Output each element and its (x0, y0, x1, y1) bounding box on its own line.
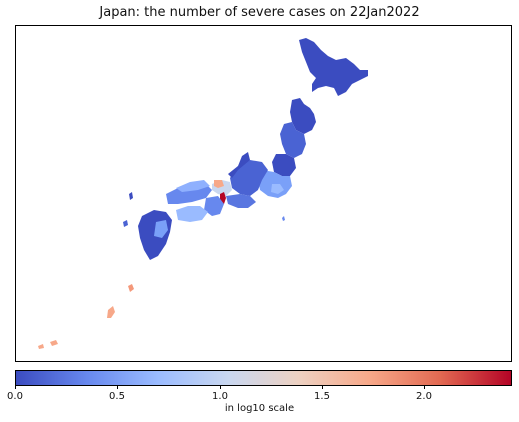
colorbar-tick (424, 386, 425, 389)
map-frame (15, 25, 512, 362)
region-shikoku (176, 206, 208, 222)
region-hokkaido (299, 38, 368, 96)
region-kyoto (214, 180, 224, 188)
colorbar-tick (322, 386, 323, 389)
colorbar-tick (220, 386, 221, 389)
colorbar (15, 370, 512, 386)
region-kii (204, 196, 224, 216)
region-izu (282, 216, 285, 221)
colorbar-tick (117, 386, 118, 389)
region-amami (128, 284, 134, 292)
region-tohoku-middle (280, 122, 306, 158)
colorbar-ticklabel: 0.5 (109, 391, 125, 402)
region-tokai (226, 194, 256, 208)
region-chubu (230, 160, 268, 196)
region-tohoku-north (290, 98, 316, 134)
region-goto (123, 220, 128, 227)
colorbar-ticks: 0.0 0.5 1.0 1.5 2.0 (7, 386, 512, 406)
region-sakishima (50, 340, 58, 346)
map-title: Japan: the number of severe cases on 22J… (99, 5, 420, 20)
colorbar-tick (15, 386, 16, 389)
region-hokuriku (228, 152, 250, 178)
region-chugoku-north (176, 180, 210, 192)
map-svg (38, 38, 368, 349)
region-tsushima (129, 192, 133, 200)
region-yaeyama (38, 344, 44, 349)
colorbar-ticklabel: 1.5 (314, 391, 330, 402)
colorbar-ticklabel: 2.0 (416, 391, 432, 402)
colorbar-label: in log10 scale (224, 403, 295, 414)
region-kyushu-east (154, 220, 168, 238)
region-okinawa (107, 306, 115, 318)
colorbar-ticklabel: 1.0 (212, 391, 228, 402)
region-tokyo (271, 184, 284, 194)
region-tohoku-south (272, 154, 296, 176)
colorbar-ticklabel: 0.0 (7, 391, 23, 402)
